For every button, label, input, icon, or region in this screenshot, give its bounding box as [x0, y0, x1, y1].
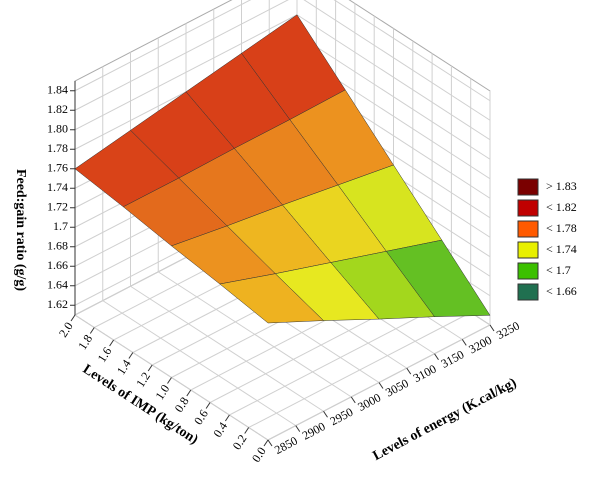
tick [109, 339, 115, 347]
z-tick-label: 1.66 [47, 258, 68, 272]
z-tick-label: 1.62 [47, 297, 68, 311]
tick [89, 327, 95, 334]
tick [244, 427, 250, 434]
y-tick-label: 0.2 [230, 432, 250, 452]
y-tick-label: 0.4 [210, 420, 230, 440]
tick [378, 382, 384, 389]
x-tick-label: 3250 [494, 318, 522, 342]
tick [323, 410, 328, 418]
tick [489, 324, 495, 332]
z-tick-label: 1.76 [47, 161, 68, 175]
y-tick-label: 0.0 [249, 445, 269, 465]
z-tick-label: 1.7 [53, 219, 68, 233]
legend-swatch [517, 199, 539, 217]
legend-swatch [517, 178, 539, 196]
tick [70, 314, 76, 322]
y-tick-label: 1.8 [75, 332, 95, 352]
legend: > 1.83 < 1.82 < 1.78 < 1.74 < 1.7 < 1.66 [517, 178, 577, 301]
x-tick-label: 2850 [272, 433, 300, 457]
tick [350, 396, 356, 404]
tick [295, 425, 301, 432]
z-tick-label: 1.78 [47, 141, 68, 155]
tick [205, 402, 211, 409]
x-tick-label: 3100 [411, 362, 439, 386]
legend-label: > 1.83 [546, 179, 577, 193]
legend-label: < 1.82 [546, 200, 577, 214]
z-tick-label: 1.80 [47, 122, 68, 136]
x-tick-label: 3050 [383, 376, 411, 400]
legend-swatch [517, 283, 539, 301]
tick [434, 353, 439, 361]
legend-swatch [517, 262, 539, 280]
y-tick-label: 1.2 [133, 370, 153, 390]
legend-label: < 1.7 [546, 263, 571, 277]
y-tick-label: 0.8 [172, 395, 192, 415]
z-tick-label: 1.74 [47, 180, 68, 194]
legend-label: < 1.66 [546, 284, 577, 298]
x-tick-label: 2950 [328, 405, 356, 429]
z-tick-label: 1.68 [47, 239, 68, 253]
y-tick-label: 1.4 [114, 357, 134, 377]
tick [224, 414, 230, 422]
tick [186, 389, 192, 397]
z-tick-label: 1.72 [47, 200, 68, 214]
legend-swatch [517, 241, 539, 259]
surface [74, 14, 491, 324]
tick [167, 377, 172, 384]
x-tick-label: 3000 [355, 390, 383, 414]
surface-cell [219, 273, 325, 324]
legend-swatch [517, 220, 539, 238]
x-tick-label: 3150 [439, 347, 467, 371]
legend-label: < 1.78 [546, 221, 577, 235]
y-tick-label: 1.6 [95, 345, 115, 365]
z-tick-label: 1.84 [47, 83, 68, 97]
grid-line [248, 312, 471, 428]
grid-line [229, 299, 452, 416]
legend-label: < 1.74 [546, 242, 577, 256]
tick [263, 439, 269, 447]
z-tick-label: 1.64 [47, 278, 68, 292]
y-tick-label: 2.0 [56, 320, 76, 340]
z-axis-title: Feed:gain ratio (g/g) [13, 169, 28, 291]
z-tick-label: 1.82 [47, 102, 68, 116]
x-tick-label: 2900 [300, 419, 328, 443]
tick [267, 439, 273, 447]
tick [406, 367, 412, 375]
y-tick-label: 0.6 [191, 407, 211, 427]
tick [461, 339, 467, 346]
tick [147, 364, 153, 372]
y-tick-label: 1.0 [152, 382, 172, 402]
tick [128, 352, 134, 359]
x-tick-label: 3200 [466, 333, 494, 357]
